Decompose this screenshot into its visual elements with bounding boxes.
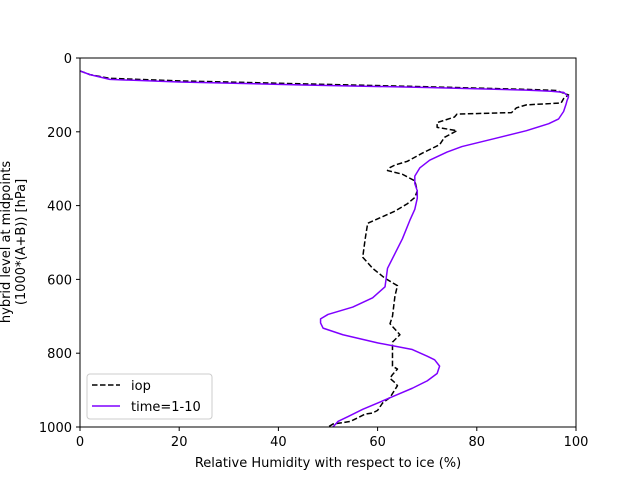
x-tick-label: 100: [564, 435, 589, 450]
y-tick-label: 600: [47, 273, 72, 288]
y-tick-label: 1000: [39, 421, 72, 436]
y-tick-label: 200: [47, 126, 72, 141]
y-tick-label: 400: [47, 200, 72, 215]
x-tick-label: 0: [76, 435, 84, 450]
y-axis-label-line-1: hybrid level at midpoints: [0, 161, 14, 323]
legend-label-time: time=1-10: [131, 400, 201, 415]
x-tick-label: 60: [369, 435, 386, 450]
series-line-iop: [79, 70, 570, 428]
y-tick-label: 800: [47, 347, 72, 362]
x-tick-label: 80: [469, 435, 486, 450]
y-axis-label: hybrid level at midpoints (1000*(A+B)) […: [0, 161, 29, 323]
y-axis-label-line-2: (1000*(A+B)) [hPa]: [14, 179, 29, 305]
y-tick-label: 0: [64, 52, 72, 67]
legend: iop time=1-10: [86, 373, 213, 420]
series-layer: [79, 70, 570, 428]
x-axis-label: Relative Humidity with respect to ice (%…: [195, 456, 461, 471]
x-tick-label: 40: [270, 435, 287, 450]
x-tick-label: 20: [171, 435, 188, 450]
x-axis: 0 20 40 60 80 100: [76, 427, 589, 450]
legend-label-iop: iop: [131, 379, 151, 394]
y-axis: 0 200 400 600 800 1000: [39, 52, 80, 436]
plot-area: [80, 58, 576, 427]
series-line-time-1-10: [79, 70, 570, 428]
plot-frame: [79, 57, 577, 428]
